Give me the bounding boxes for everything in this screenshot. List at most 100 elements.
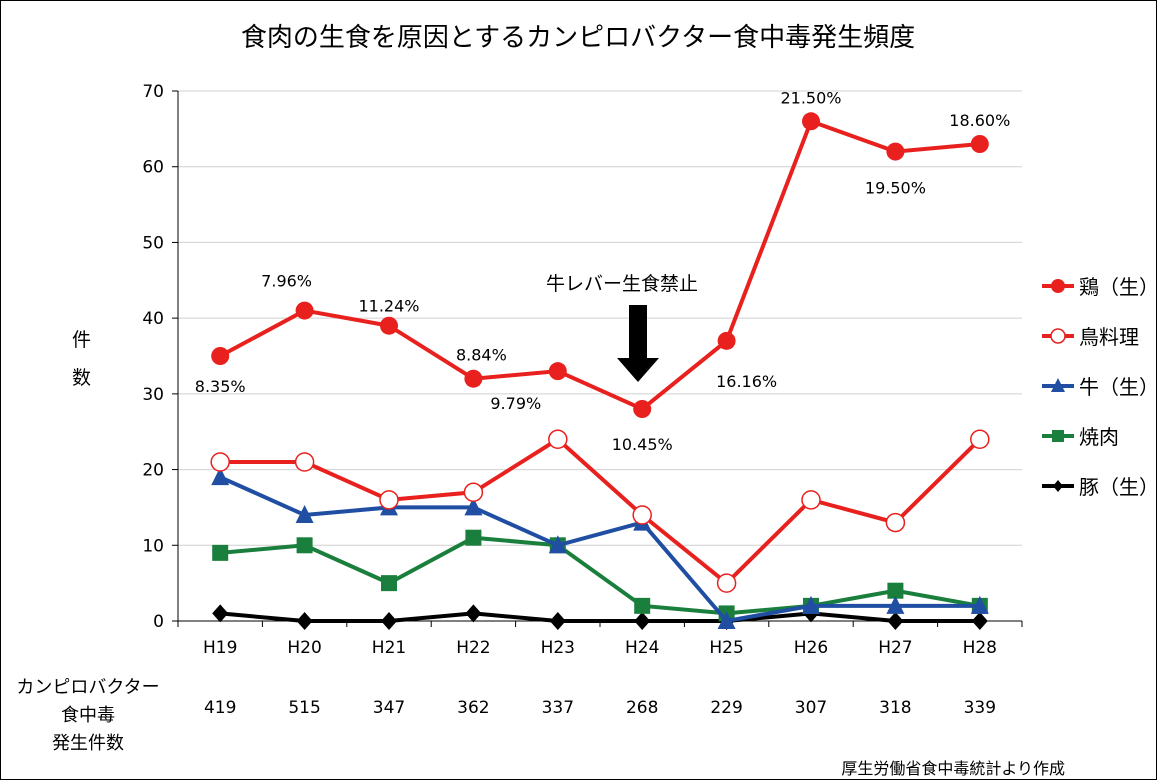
square-marker (634, 597, 651, 614)
table-value: 337 (542, 698, 574, 718)
y-axis-label: 件 数 (69, 329, 91, 386)
triangle-marker (464, 497, 483, 516)
series-line (219, 475, 980, 624)
table-row-label: 発生件数 (52, 733, 124, 754)
legend-label: 鳥料理 (1079, 325, 1139, 349)
triangle-marker (717, 611, 736, 629)
x-tick-label: H27 (878, 638, 912, 658)
series-line (220, 611, 980, 623)
legend-item: 牛（生） (1042, 375, 1157, 399)
point-label: 11.24% (358, 297, 419, 316)
table-value: 347 (373, 698, 405, 718)
point-label: 19.50% (865, 179, 926, 198)
triangle-marker (211, 467, 230, 486)
series-filled-circle (211, 112, 989, 418)
open-circle-marker (294, 452, 315, 472)
filled-circle-marker (886, 142, 905, 161)
legend-item: 鶏（生） (1042, 275, 1157, 299)
point-label: 7.96% (261, 272, 312, 291)
square-marker (887, 582, 904, 599)
table-value: 229 (710, 698, 742, 718)
y-tick-label: 30 (142, 385, 164, 405)
diamond-marker (634, 612, 651, 630)
open-circle-marker (463, 482, 484, 503)
point-label: 8.35% (195, 377, 246, 396)
triangle-marker (548, 535, 567, 554)
triangle-marker (886, 595, 905, 614)
open-circle-marker (716, 573, 737, 593)
table-value: 362 (457, 698, 489, 718)
filled-circle-marker (1051, 279, 1065, 293)
diamond-marker (549, 612, 566, 630)
table-value: 268 (626, 698, 658, 718)
series-line (219, 118, 980, 412)
annotation-label: 牛レバー生食禁止 (546, 273, 698, 295)
table-value: 515 (288, 698, 320, 718)
point-label: 21.50% (780, 88, 841, 107)
diamond-marker (296, 612, 313, 630)
y-tick-label: 10 (142, 536, 164, 556)
diamond-marker (381, 612, 397, 630)
diamond-marker (887, 612, 904, 630)
legend-label: 牛（生） (1079, 375, 1157, 399)
filled-circle-marker (717, 331, 736, 350)
square-marker (381, 575, 397, 592)
open-circle-marker (210, 452, 230, 472)
x-tick-label: H19 (203, 638, 237, 658)
table-value: 307 (795, 698, 827, 718)
filled-circle-marker (970, 135, 989, 153)
table-row-label: カンピロバクター (16, 677, 159, 698)
legend-item: 豚（生） (1042, 475, 1157, 499)
triangle-marker (1051, 378, 1065, 392)
y-tick-label: 0 (153, 612, 164, 632)
x-tick-label: H24 (625, 638, 659, 658)
filled-circle-marker (802, 112, 820, 131)
square-marker (212, 544, 229, 561)
series-open-circle (210, 429, 990, 593)
diamond-marker (1053, 480, 1063, 492)
point-label: 9.79% (490, 394, 541, 413)
open-circle-marker (1050, 328, 1066, 344)
y-tick-label: 60 (142, 158, 164, 178)
table-value: 339 (964, 698, 996, 718)
x-tick-label: H28 (963, 638, 997, 658)
open-circle-marker (632, 505, 652, 525)
y-tick-label: 50 (142, 233, 164, 253)
legend-label: 鶏（生） (1079, 275, 1157, 299)
filled-circle-marker (464, 369, 483, 388)
triangle-marker (295, 505, 314, 523)
diamond-marker (212, 604, 229, 623)
x-tick-label: H25 (709, 638, 743, 658)
series-line (220, 535, 981, 616)
filled-circle-marker (380, 316, 398, 335)
chart-title: 食肉の生食を原因とするカンピロバクター食中毒発生頻度 (241, 23, 915, 53)
legend-label: 焼肉 (1079, 425, 1119, 449)
point-label: 10.45% (612, 435, 673, 454)
diamond-marker (465, 604, 482, 623)
point-label: 8.84% (456, 346, 507, 365)
y-tick-label: 20 (142, 461, 164, 481)
open-circle-marker (548, 429, 568, 450)
series-line (220, 436, 982, 586)
open-circle-marker (379, 490, 399, 510)
table-row-label: 食中毒 (61, 705, 115, 726)
point-label: 18.60% (949, 111, 1010, 130)
diamond-marker (971, 612, 988, 630)
square-marker (296, 537, 313, 554)
filled-circle-marker (295, 301, 314, 320)
x-tick-label: H22 (456, 638, 490, 658)
triangle-marker (802, 595, 820, 614)
series-triangle (211, 467, 989, 629)
x-tick-label: H21 (372, 638, 406, 658)
table-value: 419 (204, 698, 236, 718)
point-label: 16.16% (716, 372, 777, 391)
legend-item: 焼肉 (1042, 425, 1119, 449)
down-arrow-icon (617, 305, 659, 382)
x-tick-label: H23 (541, 638, 575, 658)
x-tick-label: H20 (287, 638, 321, 658)
square-marker (1052, 430, 1064, 442)
y-tick-label: 40 (142, 309, 164, 329)
y-tick-label: 70 (142, 82, 164, 102)
source-note: 厚生労働省食中毒統計より作成 (841, 759, 1065, 778)
